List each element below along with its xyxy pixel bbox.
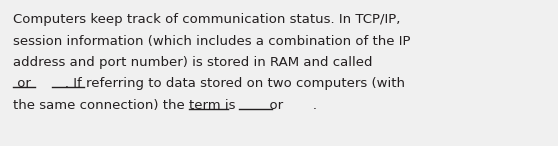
- Text: Computers keep track of communication status. In TCP/IP,: Computers keep track of communication st…: [13, 13, 401, 26]
- Text: or        . If referring to data stored on two computers (with: or . If referring to data stored on two …: [13, 78, 405, 91]
- Text: session information (which includes a combination of the IP: session information (which includes a co…: [13, 34, 411, 47]
- Text: address and port number) is stored in RAM and called: address and port number) is stored in RA…: [13, 56, 373, 69]
- Text: the same connection) the term is        or       .: the same connection) the term is or .: [13, 99, 317, 112]
